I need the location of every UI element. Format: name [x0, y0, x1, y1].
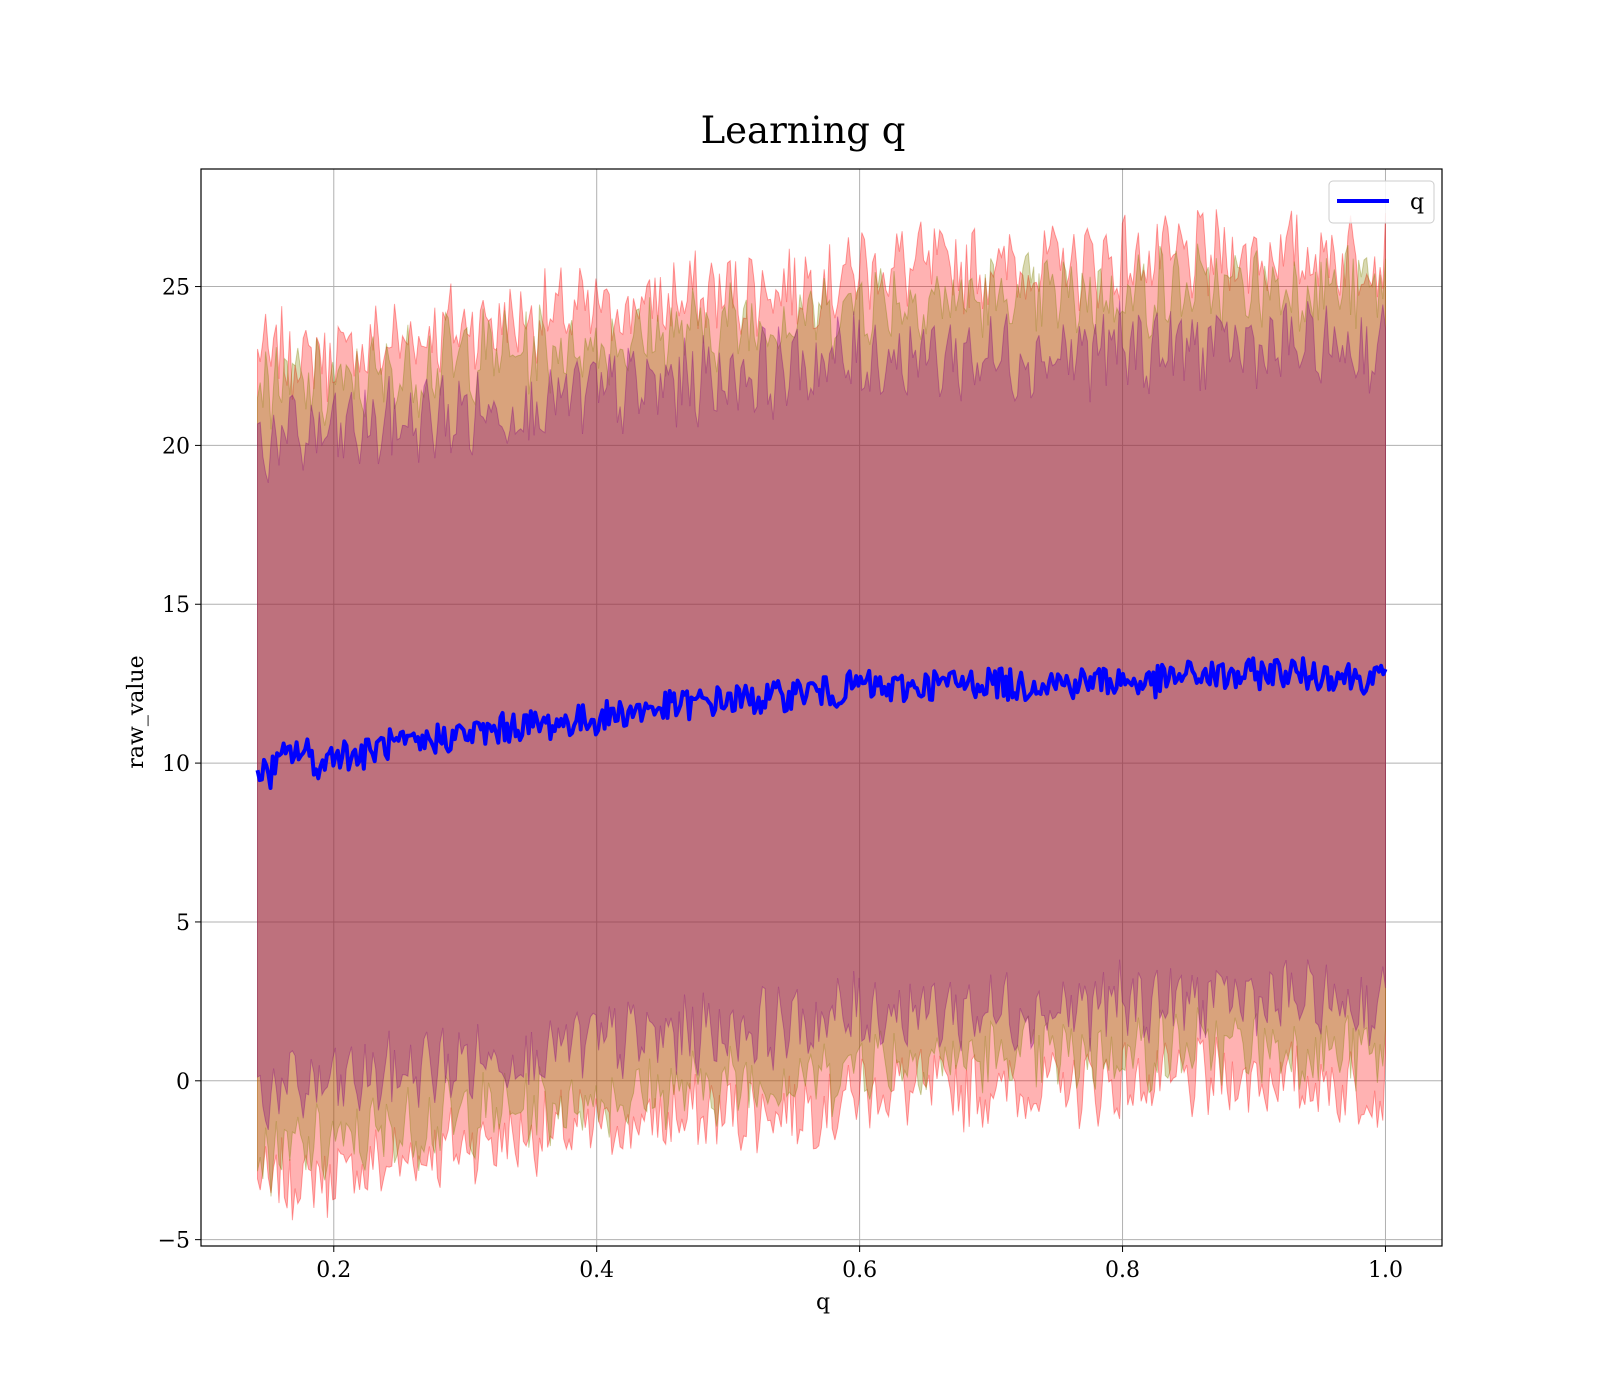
grid: [201, 169, 1442, 1246]
series-lines: [255, 656, 1388, 790]
y-tick-label: −5: [158, 1229, 190, 1254]
confidence-band-1: [257, 209, 1386, 1221]
y-tick-label: 25: [162, 276, 190, 301]
legend: q: [1328, 180, 1435, 224]
x-axis-label: q: [816, 1290, 830, 1315]
y-tick-label: 20: [162, 434, 190, 459]
x-tick-label: 0.6: [842, 1258, 877, 1283]
y-axis-label: raw_value: [124, 655, 149, 768]
y-tick-label: 10: [162, 752, 190, 777]
confidence-band-3: [257, 300, 1386, 1131]
x-tick-label: 0.4: [579, 1258, 614, 1283]
axis-ticks: 0.2 0.4 0.6 0.8 1.0 −5 0 5 10 15 20 25: [158, 276, 1403, 1283]
chart-title: Learning q: [701, 109, 906, 152]
x-tick-label: 0.2: [316, 1258, 351, 1283]
confidence-bands: [257, 209, 1386, 1221]
x-tick-label: 1.0: [1368, 1258, 1403, 1283]
confidence-band-2: [257, 243, 1386, 1197]
y-tick-label: 5: [176, 911, 190, 936]
x-tick-label: 0.8: [1105, 1258, 1140, 1283]
y-tick-label: 0: [176, 1070, 190, 1095]
y-tick-label: 15: [162, 593, 190, 618]
plot-frame: [200, 168, 1443, 1247]
series-line-q: [255, 656, 1388, 790]
legend-label-q: q: [1410, 190, 1424, 215]
